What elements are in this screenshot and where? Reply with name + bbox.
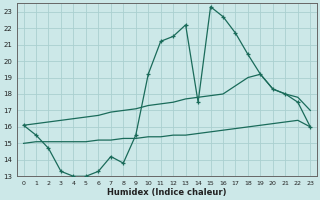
X-axis label: Humidex (Indice chaleur): Humidex (Indice chaleur) bbox=[107, 188, 227, 197]
